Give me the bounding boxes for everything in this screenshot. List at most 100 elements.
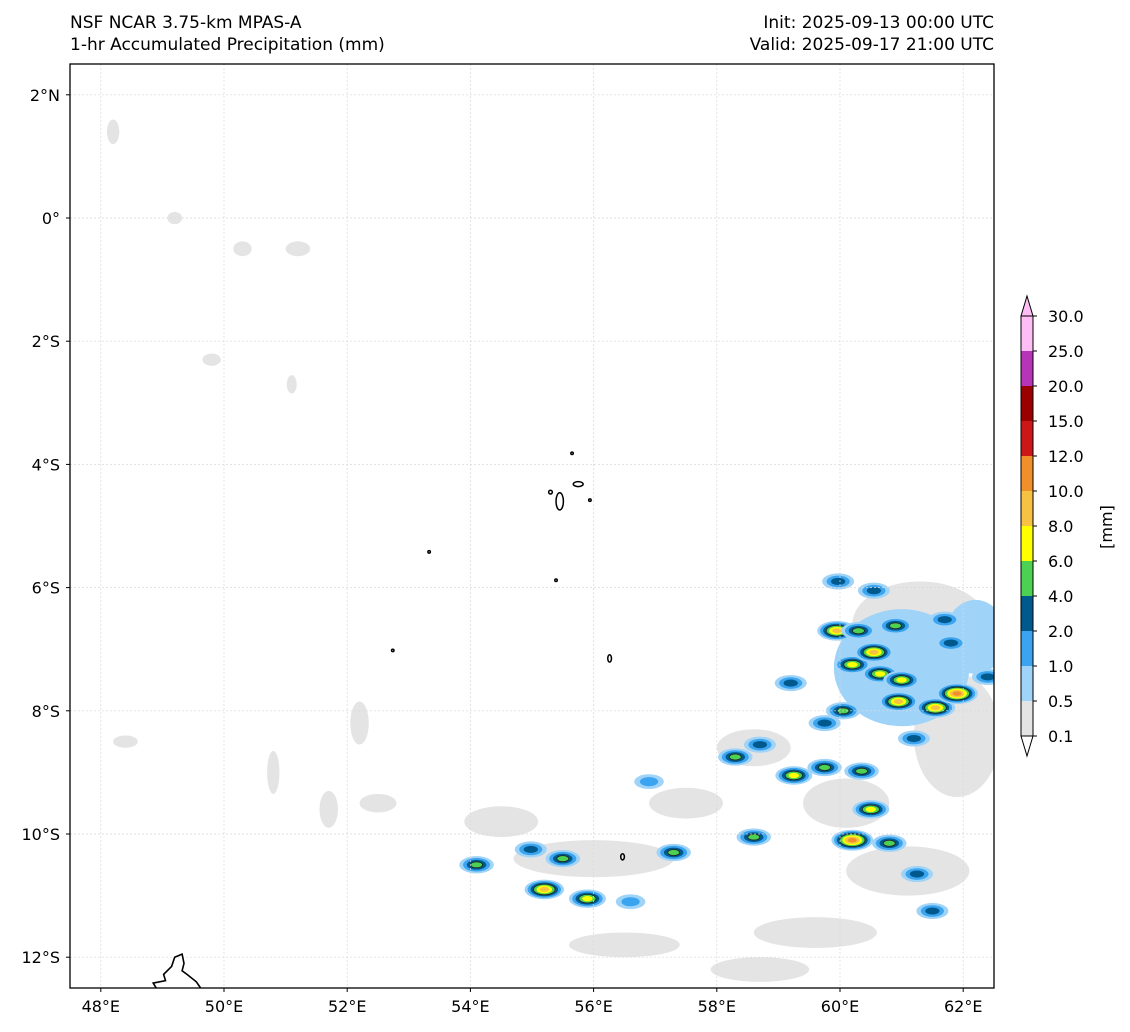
precip-contour-8-4	[728, 753, 742, 761]
precip-contour-12-4	[818, 764, 831, 771]
precip-cell-23	[883, 670, 921, 690]
precip-cell-20	[854, 642, 894, 663]
colorbar-label-11: 25.0	[1048, 342, 1084, 361]
precip-contour-36-3	[866, 587, 881, 595]
colorbar-swatch-10	[1021, 351, 1033, 386]
precip-contour-13-4	[855, 767, 868, 775]
precip-cell-29	[852, 800, 890, 819]
island-coastline-0	[555, 491, 565, 511]
lon-label-0: 48°E	[82, 997, 120, 1016]
precip-cell-28	[928, 611, 961, 628]
gridlines	[70, 64, 994, 988]
light-precip-patch-11	[464, 806, 539, 838]
colorbar-label-9: 15.0	[1048, 412, 1084, 431]
precip-contour-26-7	[952, 691, 962, 696]
lon-label-5: 58°E	[698, 997, 736, 1016]
lat-label-4: 6°S	[32, 579, 60, 598]
precip-cell-35	[822, 573, 855, 590]
light-precip-patch-7	[267, 750, 280, 794]
precip-cell-27	[934, 635, 967, 652]
colorbar-swatch-5	[1021, 526, 1033, 561]
colorbar-swatch-1	[1021, 666, 1033, 701]
colorbar-label-6: 8.0	[1048, 517, 1073, 536]
precip-cell-7	[634, 774, 664, 790]
light-precip-patch-10	[359, 793, 397, 813]
lon-label-6: 60°E	[821, 997, 859, 1016]
precip-contour-27-3	[943, 639, 958, 647]
colorbar-label-7: 10.0	[1048, 482, 1084, 501]
precip-contour-15-3	[817, 719, 832, 727]
precip-cell-36	[857, 582, 890, 599]
island-coastline-6	[554, 578, 559, 583]
moderate-precip-region	[833, 609, 970, 727]
island-coastline-3	[570, 451, 575, 456]
light-precip-patch-9	[350, 701, 369, 745]
precip-cell-19	[833, 655, 871, 674]
precip-contour-24-6	[893, 699, 904, 704]
model-name: NSF NCAR 3.75-km MPAS-A	[70, 13, 302, 33]
precip-contour-9-3	[752, 741, 768, 749]
colorbar-swatch-2	[1021, 631, 1033, 666]
precip-contour-17-6	[832, 628, 842, 634]
colorbar-label-12: 30.0	[1048, 307, 1084, 326]
island-coastline-8	[607, 653, 613, 663]
colorbar-extend-top	[1020, 294, 1034, 317]
precip-cell-10	[736, 828, 772, 846]
island-coastline-2	[547, 489, 554, 495]
colorbar-label-3: 2.0	[1048, 622, 1073, 641]
precip-contour-3-4	[556, 855, 570, 863]
colorbar-label-8: 12.0	[1048, 447, 1084, 466]
precip-cell-32	[900, 866, 934, 883]
lon-label-3: 54°E	[451, 997, 489, 1016]
precip-contour-19-5	[847, 661, 858, 668]
map-axes: 48°E 50°E 52°E 54°E 56°E 58°E 60°E 62°E 2°N 0° 2°S…	[21, 86, 982, 1016]
lat-label-0: 2°N	[30, 86, 60, 105]
colorbar-unit-label: [mm]	[1097, 505, 1116, 549]
precip-contour-11-5	[788, 772, 800, 779]
precip-cell-25	[915, 697, 956, 718]
precip-cell-1	[514, 841, 547, 858]
precip-contour-10-4	[747, 833, 761, 841]
precip-cell-18	[841, 622, 876, 640]
colorbar-swatch-7	[1021, 456, 1033, 491]
colorbar-swatch-6	[1021, 491, 1033, 526]
precip-cell-24	[878, 691, 919, 712]
lat-label-5: 8°S	[32, 702, 60, 721]
island-coastline-1	[572, 480, 584, 488]
colorbar-swatch-11	[1021, 316, 1033, 351]
coastlines	[151, 451, 626, 988]
island-coastline-7	[390, 648, 395, 653]
precip-contour-4-5	[582, 896, 593, 902]
precip-contour-31-4	[882, 839, 896, 847]
valid-time: Valid: 2025-09-17 21:00 UTC	[749, 35, 994, 55]
lon-label-4: 56°E	[574, 997, 612, 1016]
precip-contour-29-5	[865, 806, 877, 812]
colorbar-label-1: 0.5	[1048, 692, 1073, 711]
precip-cell-9	[743, 736, 776, 753]
precip-contour-37-3	[980, 673, 994, 681]
precip-cell-12	[807, 758, 842, 777]
precip-contour-32-3	[909, 870, 925, 878]
precip-contour-7-2	[639, 777, 659, 787]
title-block-right: Init: 2025-09-13 00:00 UTC Valid: 2025-0…	[750, 12, 994, 56]
precip-cell-37	[971, 668, 994, 685]
precip-cell-22	[878, 617, 913, 635]
precip-cell-34	[897, 730, 930, 747]
precip-contour-33-3	[925, 907, 940, 915]
precip-contour-35-3	[831, 577, 846, 585]
light-precip-patch-0	[106, 119, 120, 145]
colorbar-label-0: 0.1	[1048, 727, 1073, 746]
colorbar: 0.1 0.5 1.0 2.0 4.0 6.0 8.0 10.0 12.0 15.0 20.0 25.…	[1020, 294, 1116, 758]
light-precip-patch-12	[513, 840, 674, 878]
island-coastline-5	[427, 549, 432, 554]
precip-contour-25-6	[930, 705, 941, 711]
precip-cell-15	[808, 715, 841, 732]
precip-cell-26	[936, 683, 978, 705]
colorbar-swatch-3	[1021, 596, 1033, 631]
colorbar-swatch-8	[1021, 421, 1033, 456]
colorbar-swatch-9	[1021, 386, 1033, 421]
colorbar-label-5: 6.0	[1048, 552, 1073, 571]
light-precip-patch-8	[319, 790, 338, 828]
colorbar-swatch-4	[1021, 561, 1033, 596]
light-precip-patch-13	[649, 787, 723, 819]
